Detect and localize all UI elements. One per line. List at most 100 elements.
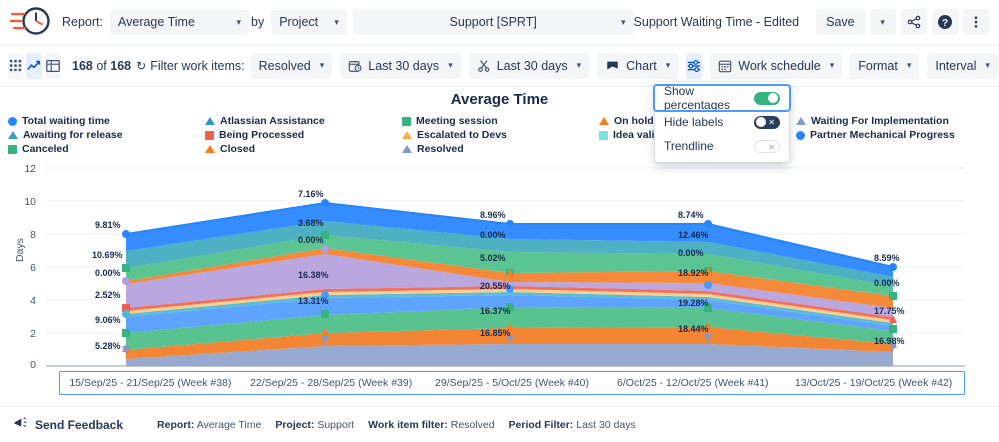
legend-item[interactable]: Atlassian Assistance — [205, 114, 400, 128]
chart-settings-menu: Show percentages Hide labels ✕ Trendline… — [653, 82, 791, 162]
format-label: Format — [858, 58, 898, 73]
calendar-icon — [718, 59, 732, 73]
share-button[interactable] — [900, 9, 927, 35]
chart-flag-icon — [605, 59, 620, 73]
interval-select[interactable]: Interval ▾ — [927, 52, 998, 79]
chevron-down-icon: ▾ — [906, 60, 912, 70]
menu-item-trendline[interactable]: Trendline ✕ — [655, 134, 789, 158]
legend-marker-icon — [205, 130, 214, 140]
send-feedback-button[interactable]: Send Feedback — [12, 416, 123, 433]
item-count-current: 168 — [72, 58, 93, 73]
legend-label: On hold — [614, 115, 654, 127]
legend-marker-icon — [205, 117, 215, 125]
document-title: Support Waiting Time - Edited — [633, 15, 800, 29]
chevron-down-icon: ▾ — [319, 60, 325, 70]
data-label: 9.06% — [95, 315, 121, 325]
save-button[interactable]: Save — [816, 9, 865, 35]
footer-meta-key: Report: — [157, 418, 195, 431]
project-select[interactable]: Support [SPRT] ▾ — [352, 9, 634, 35]
legend-marker-icon — [402, 131, 412, 139]
scissors-icon — [477, 59, 491, 73]
menu-item-hide-labels[interactable]: Hide labels ✕ — [655, 110, 789, 134]
legend-label: Waiting For Implementation — [811, 115, 949, 127]
compare-period-select[interactable]: Last 30 days ▾ — [468, 52, 590, 79]
legend-item[interactable]: Waiting For Implementation — [796, 114, 991, 128]
x-axis-label: 29/Sep/25 - 5/Oct/25 (Week #40) — [435, 377, 589, 389]
y-tick: 8 — [30, 229, 36, 241]
chart-view-icon — [27, 60, 41, 70]
groupby-select-value: Project — [279, 15, 319, 29]
table-view-button[interactable] — [45, 52, 61, 79]
legend-item[interactable]: Closed — [205, 142, 400, 156]
hide-labels-toggle[interactable]: ✕ — [754, 115, 780, 129]
legend-item[interactable]: Total waiting time — [8, 114, 203, 128]
format-select[interactable]: Format ▾ — [850, 52, 920, 79]
chevron-down-icon: ▾ — [985, 60, 990, 70]
y-tick: 0 — [30, 359, 36, 371]
chart-settings-button[interactable] — [686, 52, 703, 79]
menu-item-show-percentages-label: Show percentages — [664, 84, 731, 112]
work-item-filter-select[interactable]: Resolved ▾ — [250, 52, 333, 79]
legend-item[interactable]: Being Processed — [205, 128, 400, 142]
chart-view-button[interactable] — [26, 52, 42, 79]
data-label: 0.00% — [298, 235, 324, 245]
more-options-button[interactable] — [962, 9, 989, 35]
footer-meta-value: Support — [317, 418, 355, 431]
megaphone-icon — [12, 416, 28, 433]
legend-item[interactable]: Canceled — [8, 142, 203, 156]
legend-item[interactable]: Escalated to Devs — [402, 128, 597, 142]
legend-item[interactable]: Partner Mechanical Progress — [796, 128, 991, 142]
data-label: 0.00% — [678, 248, 704, 258]
chart-plot-area: 12 10 8 6 4 2 0 9.81% 10.69% 0.00% 2.52%… — [0, 158, 999, 373]
legend-label: Closed — [220, 143, 256, 155]
data-label: 17.75% — [874, 306, 905, 316]
footer-meta-key: Project: — [275, 418, 315, 431]
y-tick: 4 — [30, 295, 36, 307]
report-select[interactable]: Average Time ▾ — [110, 9, 250, 35]
legend-item[interactable]: On hold — [599, 114, 794, 128]
footer-meta-item: Period Filter: Last 30 days — [509, 419, 636, 431]
help-button[interactable]: ? — [931, 9, 958, 35]
period-filter-select[interactable]: Last 30 days ▾ — [340, 52, 461, 79]
y-tick: 6 — [30, 262, 36, 274]
legend-item[interactable]: Awaiting for release — [8, 128, 203, 142]
data-label: 10.69% — [92, 250, 123, 260]
project-select-value: Support [SPRT] — [449, 15, 537, 29]
grid-view-icon — [9, 59, 22, 72]
work-schedule-select[interactable]: Work schedule ▾ — [710, 52, 843, 79]
data-label: 5.28% — [95, 341, 121, 351]
svg-text:?: ? — [942, 18, 948, 29]
help-circle-icon: ? — [937, 15, 952, 29]
footer-meta-value: Average Time — [196, 418, 262, 431]
menu-item-hide-labels-label: Hide labels — [664, 115, 724, 129]
menu-item-show-percentages[interactable]: Show percentages — [653, 84, 791, 112]
data-label: 19.28% — [678, 298, 709, 308]
data-label: 0.00% — [480, 230, 506, 240]
grid-view-button[interactable] — [8, 52, 23, 79]
legend-item[interactable]: Resolved — [402, 142, 597, 156]
chart-type-select[interactable]: Chart ▾ — [597, 52, 679, 79]
show-percentages-toggle[interactable] — [754, 91, 780, 105]
data-label: 2.52% — [95, 290, 121, 300]
legend-item[interactable]: Meeting session — [402, 114, 597, 128]
x-axis-label: 13/Oct/25 - 19/Oct/25 (Week #42) — [794, 377, 953, 389]
save-options-button[interactable]: ▾ — [869, 9, 896, 35]
groupby-select[interactable]: Project ▾ — [271, 9, 347, 35]
data-label: 13.31% — [298, 296, 329, 306]
footer-meta-key: Work item filter: — [368, 418, 448, 431]
footer-meta-item: Project: Support — [275, 419, 354, 431]
y-tick: 12 — [24, 163, 36, 175]
data-label: 16.85% — [480, 328, 511, 338]
data-label: 0.00% — [874, 278, 900, 288]
legend-marker-icon — [8, 116, 17, 126]
chevron-down-icon: ▾ — [236, 16, 242, 27]
top-bar: Report: Average Time ▾ by Project ▾ Supp… — [0, 0, 999, 45]
data-label: 8.96% — [480, 210, 506, 220]
chevron-down-icon: ▾ — [576, 60, 582, 70]
trendline-toggle[interactable]: ✕ — [754, 139, 780, 153]
y-tick: 2 — [30, 328, 36, 340]
refresh-icon[interactable]: ↻ — [136, 58, 147, 73]
period-filter-value: Last 30 days — [368, 58, 440, 73]
x-axis[interactable]: 15/Sep/25 - 21/Sep/25 (Week #38) 22/Sep/… — [59, 371, 965, 395]
share-icon — [907, 15, 921, 29]
